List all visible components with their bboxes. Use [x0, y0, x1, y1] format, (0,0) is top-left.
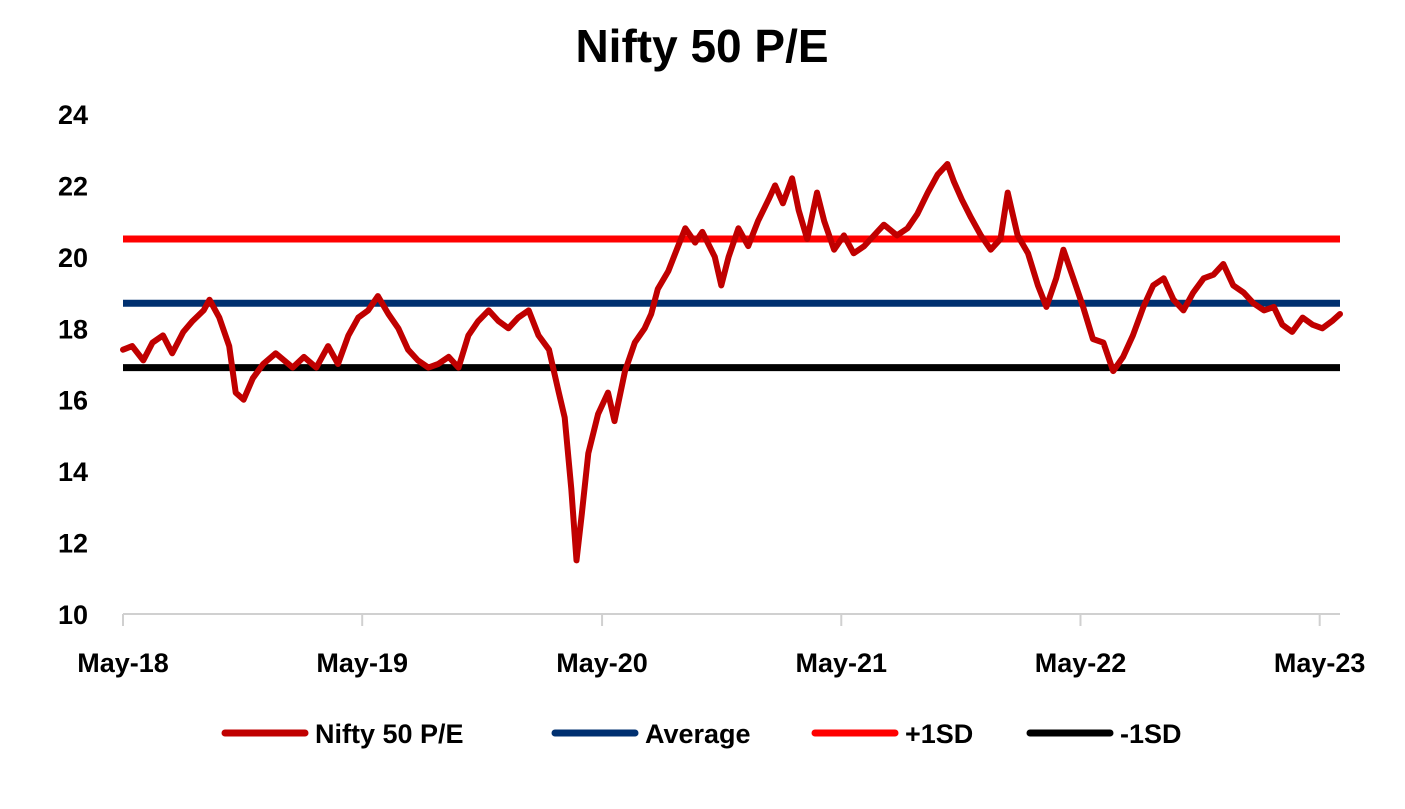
legend-label-nifty-50-p-e: Nifty 50 P/E	[315, 719, 464, 749]
x-tick-label: May-18	[77, 648, 169, 678]
x-tick-label: May-22	[1035, 648, 1127, 678]
x-tick-label: May-21	[795, 648, 887, 678]
y-tick-label: 20	[58, 243, 88, 273]
y-tick-label: 10	[58, 600, 88, 630]
y-tick-label: 24	[58, 100, 88, 130]
y-tick-label: 18	[58, 314, 88, 344]
chart-title: Nifty 50 P/E	[575, 20, 828, 72]
reference-lines	[123, 235, 1340, 372]
x-tick-label: May-20	[556, 648, 648, 678]
y-tick-label: 22	[58, 171, 88, 201]
legend-label-1sd: -1SD	[1120, 719, 1182, 749]
y-tick-label: 14	[58, 457, 88, 487]
legend-label-average: Average	[645, 719, 751, 749]
y-tick-label: 12	[58, 529, 88, 559]
series-line-nifty-50-pe	[120, 161, 1343, 564]
legend: Nifty 50 P/E Average +1SD -1SD	[221, 719, 1182, 749]
legend-label-1sd: +1SD	[905, 719, 973, 749]
x-tick-label: May-23	[1274, 648, 1366, 678]
y-tick-label: 16	[58, 386, 88, 416]
x-tick-label: May-19	[316, 648, 408, 678]
plot-area	[120, 161, 1343, 564]
y-axis: 10 12 14 16 18 20 22 24	[58, 100, 88, 630]
x-axis: May-18 May-19 May-20 May-21 May-22 May-23	[77, 613, 1366, 678]
